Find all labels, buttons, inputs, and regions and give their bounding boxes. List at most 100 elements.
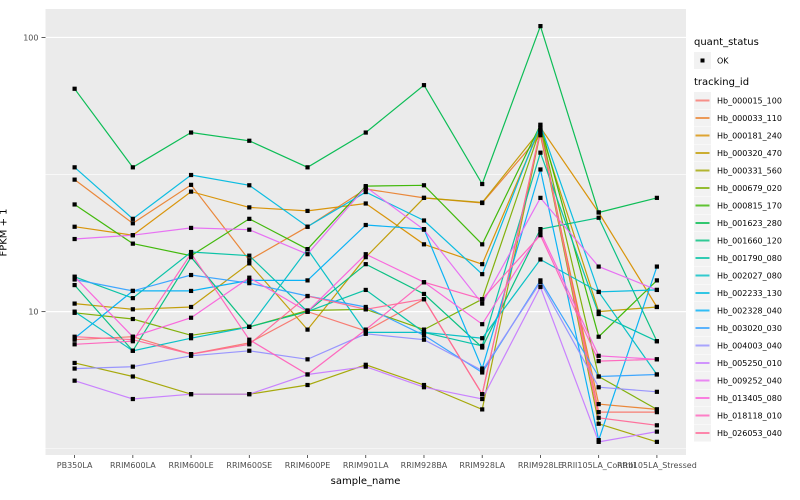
data-point	[305, 247, 310, 252]
data-point	[480, 301, 485, 306]
data-point	[188, 189, 194, 194]
data-point	[421, 291, 427, 297]
data-point	[188, 251, 194, 256]
data-point	[596, 334, 601, 339]
data-point	[363, 255, 368, 260]
data-point	[596, 210, 601, 215]
data-point	[654, 429, 659, 434]
x-axis-tick-label: RRIM600PE	[285, 461, 331, 470]
data-point	[421, 227, 427, 232]
data-point	[305, 372, 310, 377]
data-point	[596, 415, 601, 420]
data-point	[188, 172, 194, 178]
x-axis-title: sample_name	[330, 476, 401, 487]
data-point	[247, 281, 252, 286]
data-point	[538, 122, 543, 127]
data-point	[72, 165, 77, 170]
data-point	[188, 255, 194, 260]
data-point	[130, 396, 135, 402]
x-axis-tick-label: RRIM600LA	[110, 461, 156, 470]
legend-item-label: Hb_000015_100	[717, 97, 782, 106]
data-point	[130, 334, 135, 339]
data-point	[247, 324, 252, 329]
data-point	[188, 315, 194, 320]
data-point	[654, 389, 659, 394]
data-point	[188, 333, 194, 338]
x-axis-tick-label: RRIM600LE	[168, 461, 213, 470]
data-point	[421, 280, 427, 285]
data-point	[188, 130, 194, 135]
data-point	[421, 242, 427, 247]
x-axis-tick-label: RRIM901LA	[343, 461, 389, 470]
data-point	[188, 272, 194, 278]
data-point	[72, 202, 77, 207]
data-point	[72, 334, 77, 339]
y-axis-title: FPKM + 1	[0, 208, 10, 257]
legend-item-label: Hb_026053_040	[717, 429, 782, 438]
legend-item-label: Hb_001660_120	[717, 237, 782, 246]
y-axis-tick-label: 100	[23, 33, 38, 42]
data-point	[72, 366, 77, 371]
data-point	[538, 257, 543, 262]
data-point	[480, 200, 485, 205]
data-point	[538, 24, 543, 29]
data-point	[247, 227, 252, 232]
data-point	[538, 126, 543, 131]
data-point	[480, 181, 485, 187]
data-point	[188, 225, 194, 231]
x-axis-tick-label: RRIM600SE	[226, 461, 272, 470]
data-point	[130, 216, 135, 221]
data-point	[538, 233, 543, 238]
legend-item-label: Hb_002233_130	[717, 289, 782, 298]
data-point	[538, 133, 543, 138]
data-point	[363, 304, 368, 310]
data-point	[538, 195, 543, 200]
data-point	[305, 252, 310, 257]
legend-item-label: Hb_001790_080	[717, 254, 782, 263]
data-point	[188, 392, 194, 397]
data-point	[421, 195, 427, 200]
data-point	[72, 224, 77, 229]
data-point	[130, 374, 135, 379]
data-point	[247, 253, 252, 258]
data-point	[654, 357, 659, 362]
data-point	[596, 402, 601, 407]
data-point	[72, 177, 77, 182]
data-point	[130, 221, 135, 226]
data-point	[480, 262, 485, 267]
data-point	[421, 385, 427, 390]
data-point	[654, 407, 659, 412]
data-point	[538, 167, 543, 172]
data-point	[538, 280, 543, 285]
y-axis-tick-label: 10	[28, 308, 38, 317]
data-point	[596, 385, 601, 390]
data-point	[247, 392, 252, 397]
data-point	[130, 165, 135, 170]
data-point	[596, 421, 601, 426]
data-point	[363, 189, 368, 195]
data-point	[72, 301, 77, 306]
data-point	[596, 353, 601, 358]
data-point	[130, 316, 135, 322]
data-point	[596, 439, 601, 444]
data-point	[247, 183, 252, 188]
data-point	[305, 309, 310, 314]
data-point	[538, 150, 543, 155]
data-point	[130, 337, 135, 342]
x-axis-tick-label: RRIM928BA	[401, 461, 448, 470]
legend-item-label: Hb_003020_030	[717, 324, 782, 333]
data-point	[363, 364, 368, 369]
legend-label-ok: OK	[717, 57, 729, 66]
data-point	[130, 233, 135, 238]
data-point	[247, 205, 252, 210]
data-point	[305, 224, 310, 229]
data-point	[480, 322, 485, 327]
data-point	[72, 236, 77, 242]
data-point	[130, 296, 135, 301]
data-point	[72, 277, 77, 282]
data-point	[130, 364, 135, 369]
data-point	[188, 182, 194, 187]
x-axis-tick-label: RRII105LA_Control	[562, 461, 636, 470]
data-point	[363, 130, 368, 135]
